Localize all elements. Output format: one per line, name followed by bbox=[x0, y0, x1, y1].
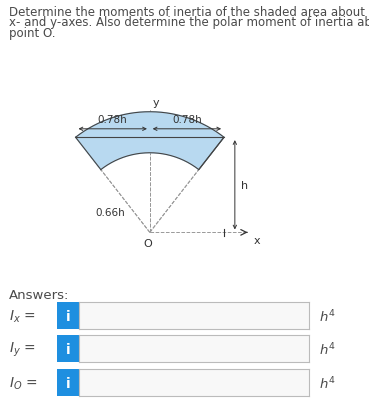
Text: 0.78h: 0.78h bbox=[98, 115, 128, 125]
Text: O: O bbox=[143, 239, 152, 249]
Text: h: h bbox=[241, 180, 248, 190]
Text: $I_y$ =: $I_y$ = bbox=[9, 339, 36, 358]
Text: point O.: point O. bbox=[9, 27, 56, 40]
Text: 0.66h: 0.66h bbox=[96, 207, 125, 217]
Text: Answers:: Answers: bbox=[9, 288, 70, 301]
Text: x: x bbox=[254, 235, 261, 245]
Text: i: i bbox=[66, 342, 70, 356]
Text: i: i bbox=[66, 375, 70, 390]
Text: Determine the moments of inertia of the shaded area about the: Determine the moments of inertia of the … bbox=[9, 6, 369, 19]
Text: $h^4$: $h^4$ bbox=[319, 374, 336, 391]
Text: $h^4$: $h^4$ bbox=[319, 340, 336, 357]
Text: x- and y-axes. Also determine the polar moment of inertia about: x- and y-axes. Also determine the polar … bbox=[9, 16, 369, 29]
Text: y: y bbox=[153, 98, 159, 108]
Text: $I_x$ =: $I_x$ = bbox=[9, 308, 36, 324]
Text: 0.78h: 0.78h bbox=[172, 115, 202, 125]
Polygon shape bbox=[76, 112, 224, 170]
Text: $I_O$ =: $I_O$ = bbox=[9, 375, 38, 391]
Text: $h^4$: $h^4$ bbox=[319, 308, 336, 324]
Text: i: i bbox=[66, 309, 70, 323]
